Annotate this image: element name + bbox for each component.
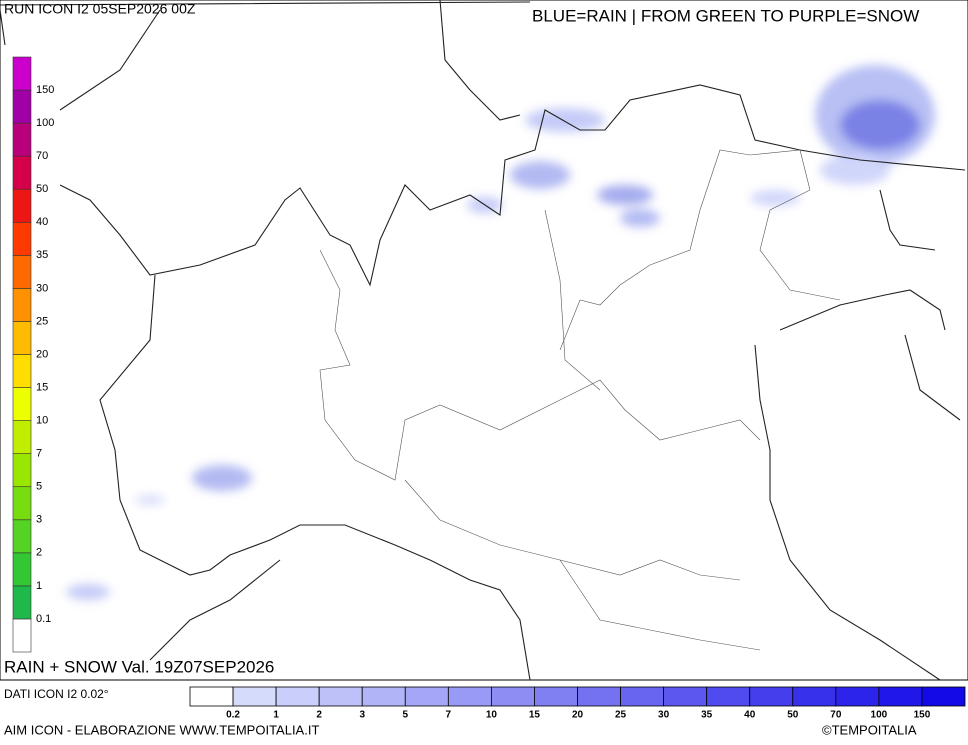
scale-swatch <box>12 618 32 653</box>
scale-swatch <box>921 686 966 707</box>
copyright: ©TEMPOITALIA <box>822 722 917 737</box>
scale-label: 100 <box>871 710 888 721</box>
scale-swatch <box>706 686 751 707</box>
scale-label: 0.1 <box>36 613 51 625</box>
scale-label: 20 <box>36 348 48 360</box>
scale-swatch <box>12 519 32 554</box>
scale-label: 10 <box>486 710 498 721</box>
rain-scale: 0.2 1 2 3 5 7 10 15 20 25 30 35 40 50 70 100 150 <box>189 686 966 721</box>
run-label: RUN ICON I2 05SEP2026 00Z <box>4 1 196 17</box>
borders <box>0 0 966 681</box>
scale-swatch <box>12 188 32 223</box>
scale-swatch <box>12 453 32 488</box>
scale-label: 2 <box>316 710 322 721</box>
scale-swatch <box>275 686 320 707</box>
scale-swatch <box>189 686 234 707</box>
scale-swatch <box>12 56 32 91</box>
scale-swatch <box>12 255 32 289</box>
map-frame <box>0 0 968 681</box>
scale-swatch <box>835 686 880 707</box>
scale-swatch <box>12 221 32 256</box>
scale-swatch <box>12 321 32 355</box>
scale-label: 15 <box>36 381 48 393</box>
scale-swatch <box>490 686 535 707</box>
scale-swatch <box>878 686 923 707</box>
scale-label: 30 <box>36 282 48 294</box>
scale-swatch <box>12 155 32 190</box>
scale-swatch <box>318 686 363 707</box>
scale-swatch <box>663 686 708 707</box>
regions <box>319 149 841 651</box>
scale-label: 50 <box>36 183 48 195</box>
scale-label: 1 <box>36 580 42 592</box>
scale-swatch <box>792 686 837 707</box>
scale-label: 100 <box>36 117 54 129</box>
scale-swatch <box>361 686 406 707</box>
scale-label: 35 <box>701 710 713 721</box>
legend-note: BLUE=RAIN | FROM GREEN TO PURPLE=SNOW <box>532 6 919 25</box>
scale-label: 3 <box>359 710 365 721</box>
scale-label: 25 <box>615 710 627 721</box>
scale-label: 40 <box>36 216 48 228</box>
scale-swatch <box>12 552 32 587</box>
scale-swatch <box>12 354 32 388</box>
scale-label: 40 <box>744 710 756 721</box>
scale-swatch <box>12 89 32 124</box>
scale-label: 150 <box>36 84 54 96</box>
scale-label: 50 <box>787 710 799 721</box>
scale-swatch <box>534 686 578 707</box>
scale-label: 70 <box>830 710 842 721</box>
scale-swatch <box>12 420 32 454</box>
scale-label: 7 <box>446 710 452 721</box>
scale-swatch <box>12 288 32 322</box>
scale-label: 70 <box>36 150 48 162</box>
scale-swatch <box>577 686 621 707</box>
precipitation <box>66 65 935 600</box>
scale-label: 3 <box>36 514 42 526</box>
credit: AIM ICON - ELABORAZIONE WWW.TEMPOITALIA.… <box>4 722 319 737</box>
scale-swatch <box>12 486 32 521</box>
scale-label: 5 <box>36 481 42 493</box>
scale-label: 1 <box>273 710 279 721</box>
scale-swatch <box>447 686 492 707</box>
scale-label: 35 <box>36 249 48 261</box>
scale-label: 25 <box>36 315 48 327</box>
scale-label: 150 <box>914 710 931 721</box>
scale-label: 2 <box>36 547 42 559</box>
scale-swatch <box>12 387 32 421</box>
scale-swatch <box>749 686 794 707</box>
scale-swatch <box>12 585 32 620</box>
scale-label: 10 <box>36 415 48 427</box>
scale-swatch <box>12 122 32 157</box>
scale-label: 0.2 <box>226 710 240 721</box>
field-label: RAIN + SNOW Val. 19Z07SEP2026 <box>4 657 274 676</box>
scale-label: 5 <box>402 710 408 721</box>
data-source: DATI ICON I2 0.02° <box>4 687 109 701</box>
scale-swatch <box>404 686 449 707</box>
scale-swatch <box>620 686 665 707</box>
scale-label: 30 <box>658 710 670 721</box>
scale-label: 7 <box>36 448 42 460</box>
scale-label: 15 <box>529 710 541 721</box>
scale-swatch <box>232 686 277 707</box>
scale-label: 20 <box>572 710 584 721</box>
